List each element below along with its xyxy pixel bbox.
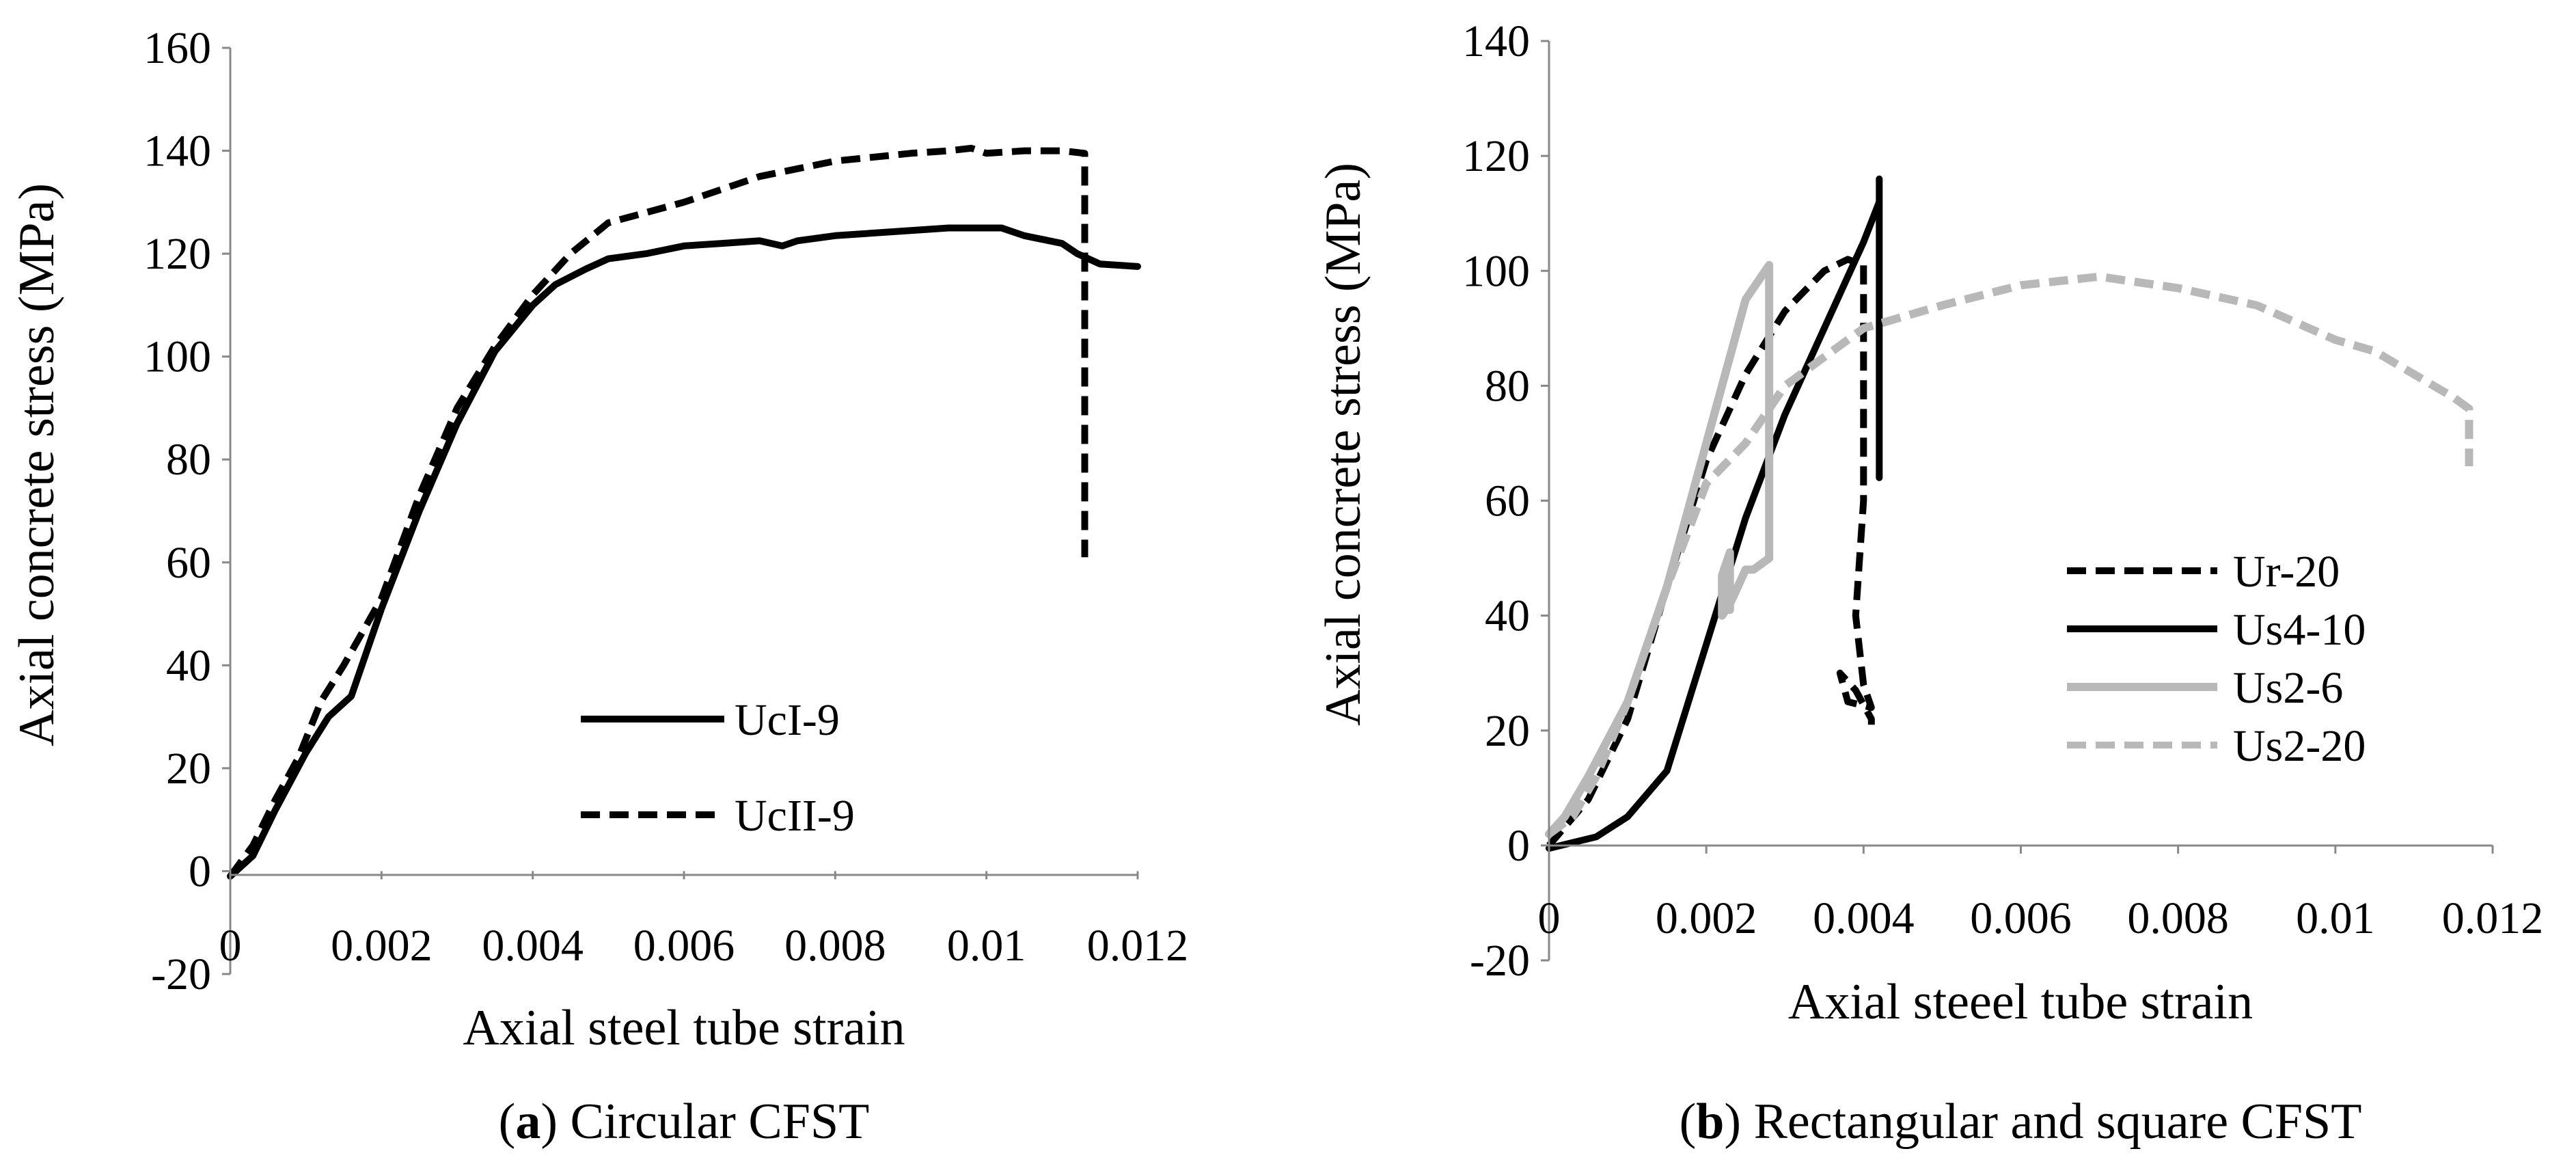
- chart-a-y-tick-label: -20: [151, 949, 211, 999]
- chart-b-x-tick-label: 0.006: [1970, 893, 2072, 943]
- chart-a-x-tick-label: 0.002: [331, 921, 433, 971]
- chart-b-y-ticks: -20 0 20 40 60 80 100 120 140: [1462, 16, 1549, 986]
- chart-a-caption-text: Circular CFST: [558, 1094, 869, 1150]
- chart-a-x-tick-label: 0.006: [633, 921, 735, 971]
- chart-a-y-ticks: -20 0 20 40 60 80 100 120 140 160: [143, 23, 230, 999]
- chart-b-series-Ur-20-line: [1546, 256, 1875, 848]
- chart-a-series-UcII-9-line: [227, 144, 1088, 878]
- chart-b-legend-label-1: Us4-10: [2233, 605, 2366, 655]
- chart-a-curves: [227, 144, 1141, 880]
- chart-a-legend: UcI-9 UcII-9: [581, 695, 855, 841]
- chart-a-y-tick-label: 60: [166, 538, 211, 588]
- chart-a-x-tick-label: 0.008: [784, 921, 886, 971]
- chart-b-x-tick-label: 0.004: [1813, 893, 1915, 943]
- chart-b-y-tick-label: 0: [1507, 821, 1530, 871]
- chart-b-y-tick-label: 20: [1485, 706, 1530, 756]
- chart-a-y-tick-label: 20: [166, 744, 211, 794]
- chart-b-series-Us4-10-line: [1546, 175, 1883, 852]
- chart-b-x-tick-label: 0.008: [2127, 893, 2229, 943]
- chart-a-axes: [229, 48, 1138, 974]
- chart-b-legend-label-0: Ur-20: [2233, 547, 2340, 597]
- chart-a-y-tick-label: 0: [189, 846, 211, 896]
- chart-a-x-tick-label: 0.01: [947, 921, 1026, 971]
- chart-b-y-axis-title: Axial concrete stress (MPa): [1315, 163, 1371, 726]
- chart-b-y-tick-label: 140: [1462, 16, 1530, 66]
- chart-b-x-ticks: 0 0.002 0.004 0.006 0.008 0.01 0.012: [1538, 845, 2544, 943]
- chart-a-caption-letter: a: [515, 1094, 540, 1150]
- chart-a-y-tick-label: 100: [143, 332, 211, 382]
- chart-b-x-tick-label: 0.002: [1656, 893, 1757, 943]
- chart-b-series-Us2-6-line: [1545, 260, 1774, 839]
- chart-a-y-tick-label: 140: [143, 126, 211, 176]
- chart-b-caption-text: Rectangular and square CFST: [1741, 1094, 2361, 1150]
- chart-b-legend-label-2: Us2-6: [2233, 663, 2343, 713]
- chart-b-x-tick-label: 0.01: [2296, 893, 2375, 943]
- chart-b-series-Us2-20-line: [1546, 272, 2474, 837]
- chart-a-legend-label-1: UcII-9: [735, 791, 855, 841]
- chart-a-y-tick-label: 160: [143, 23, 211, 73]
- chart-a: 0 0.002 0.004 0.006 0.008 0.01 0.012 -20020406…: [9, 23, 1188, 1150]
- chart-a-x-tick-label: 0: [219, 921, 242, 971]
- chart-a-y-axis-title: Axial concrete stress (MPa): [9, 183, 65, 746]
- chart-b-legend: Ur-20 Us4-10 Us2-6 Us2-20: [2067, 547, 2366, 771]
- chart-b-curves: [1545, 175, 2474, 852]
- chart-b-y-tick-label: 80: [1485, 361, 1530, 411]
- chart-a-y-tick-label: 40: [166, 640, 211, 690]
- chart-a-legend-label-0: UcI-9: [735, 695, 840, 745]
- chart-b-y-tick-label: 40: [1485, 591, 1530, 641]
- chart-a-series-UcI-9-line: [227, 224, 1141, 880]
- chart-b: 0 0.002 0.004 0.006 0.008 0.01 0.012 -20020406…: [1315, 16, 2543, 1150]
- chart-b-caption-letter: b: [1696, 1094, 1724, 1150]
- chart-b-caption: (b) Rectangular and square CFST: [1680, 1094, 2362, 1150]
- chart-a-x-tick-label: 0.004: [482, 921, 584, 971]
- chart-b-x-axis-title: Axial steeel tube strain: [1788, 974, 2253, 1030]
- chart-b-y-tick-label: -20: [1470, 936, 1530, 986]
- chart-b-x-tick-label: 0: [1538, 893, 1561, 943]
- chart-a-x-ticks: 0 0.002 0.004 0.006 0.008 0.01 0.012: [219, 871, 1189, 971]
- chart-a-x-tick-label: 0.012: [1087, 921, 1189, 971]
- chart-b-legend-label-3: Us2-20: [2233, 721, 2366, 771]
- chart-a-caption: (a) Circular CFST: [499, 1094, 870, 1150]
- chart-b-y-tick-label: 60: [1485, 476, 1530, 526]
- chart-b-y-tick-label: 120: [1462, 131, 1530, 181]
- chart-a-y-tick-label: 80: [166, 435, 211, 485]
- chart-b-y-tick-label: 100: [1462, 246, 1530, 296]
- chart-b-x-tick-label: 0.012: [2442, 893, 2544, 943]
- chart-a-x-axis-title: Axial steel tube strain: [463, 1000, 905, 1056]
- chart-a-y-tick-label: 120: [143, 229, 211, 279]
